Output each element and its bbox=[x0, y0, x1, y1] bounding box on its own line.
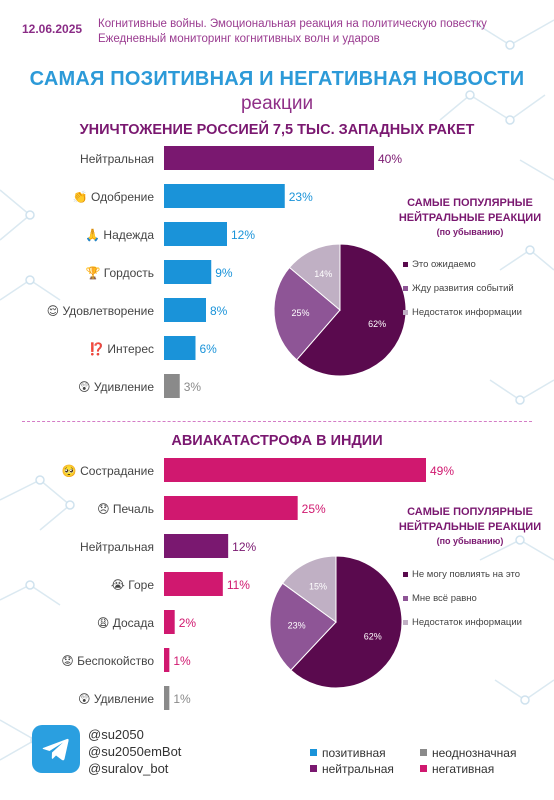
bar-category-label: 🙏 Надежда bbox=[85, 228, 154, 242]
pie-legend-item: Жду развития событий bbox=[403, 282, 548, 296]
legend-swatch bbox=[403, 619, 408, 625]
pie-legend-item: Недостаток информации bbox=[403, 616, 548, 630]
pie-slice-label: 15% bbox=[309, 582, 327, 592]
bar bbox=[164, 298, 206, 322]
bar-value-label: 12% bbox=[231, 228, 255, 242]
bar-value-label: 3% bbox=[184, 380, 202, 394]
section2-title: АВИАКАТАСТРОФА В ИНДИИ bbox=[171, 433, 383, 449]
section2-pie-title: САМЫЕ ПОПУЛЯРНЫЕ НЕЙТРАЛЬНЫЕ РЕАКЦИИ bbox=[398, 506, 542, 533]
bar bbox=[164, 146, 374, 170]
pie-legend-item: Мне всё равно bbox=[403, 592, 548, 606]
section1-pie-legend: Это ожидаемо Жду развития событий Недостат… bbox=[403, 258, 548, 320]
pie-slice-label: 25% bbox=[292, 308, 310, 318]
pie-slice-label: 62% bbox=[368, 319, 386, 329]
bar-value-label: 40% bbox=[378, 152, 402, 166]
bar-category-label: 😟 Беспокойство bbox=[61, 654, 154, 668]
pie-slice-label: 62% bbox=[364, 632, 382, 642]
telegram-handle[interactable]: @suralov_bot bbox=[88, 761, 169, 776]
bar-value-label: 11% bbox=[227, 578, 250, 592]
pie-slice bbox=[269, 582, 337, 671]
pie-legend-label: Жду развития событий bbox=[412, 283, 514, 294]
pie-legend-label: Недостаток информации bbox=[412, 307, 522, 318]
section2-bar-chart: 🥺 Сострадание 49% 😞 Печаль 25% Нейтральная 12… bbox=[61, 458, 454, 710]
bar bbox=[164, 686, 170, 710]
bar-category-label: Нейтральная bbox=[80, 152, 154, 166]
bar-value-label: 49% bbox=[430, 464, 454, 478]
pie-slice-label: 23% bbox=[288, 621, 306, 631]
page-title: САМАЯ ПОЗИТИВНАЯ И НЕГАТИВНАЯ НОВОСТИ bbox=[29, 68, 525, 90]
pie-slice-label: 14% bbox=[314, 269, 332, 279]
pie-slice bbox=[288, 243, 341, 312]
bar bbox=[164, 222, 227, 246]
bar-value-label: 12% bbox=[232, 540, 256, 554]
bar-category-label: 😲 Удивление bbox=[78, 692, 154, 706]
bar-category-label: 😲 Удивление bbox=[78, 380, 154, 394]
bar bbox=[164, 534, 229, 558]
pie-legend-label: Это ожидаемо bbox=[412, 259, 476, 270]
section1-pie-chart: 62% 25% 14% bbox=[273, 243, 407, 377]
bar-category-label: 😭 Горе bbox=[111, 578, 154, 592]
pie-legend-item: Это ожидаемо bbox=[403, 258, 548, 272]
report-date: 12.06.2025 bbox=[22, 22, 83, 36]
pie-slice bbox=[273, 266, 341, 361]
pie-legend-label: Не могу повлиять на это bbox=[412, 569, 520, 580]
pie-slice bbox=[296, 243, 407, 377]
bar-category-label: 👏 Одобрение bbox=[73, 190, 155, 204]
pie-legend-label: Недостаток информации bbox=[412, 617, 522, 628]
section-divider bbox=[22, 421, 532, 422]
pie-slice bbox=[290, 555, 403, 689]
bar-value-label: 23% bbox=[289, 190, 313, 204]
section2-pie-legend: Не могу повлиять на это Мне всё равно Недо… bbox=[403, 568, 548, 630]
section1-bar-chart: Нейтральная 40% 👏 Одобрение 23% 🙏 Надежда 12%… bbox=[47, 146, 402, 398]
bar-category-label: 🏆 Гордость bbox=[86, 266, 154, 280]
legend-positive: позитивная bbox=[310, 746, 386, 760]
bar-value-label: 9% bbox=[215, 266, 233, 280]
page-subtitle: реакции bbox=[240, 93, 314, 114]
legend-neutral: нейтральная bbox=[310, 762, 394, 776]
bar-category-label: 😩 Досада bbox=[97, 616, 154, 630]
bar bbox=[164, 184, 285, 208]
bar-category-label: 🥺 Сострадание bbox=[62, 464, 154, 478]
legend-swatch bbox=[403, 309, 408, 315]
legend-ambiguous: неоднозначная bbox=[420, 746, 516, 760]
bar-value-label: 6% bbox=[200, 342, 218, 356]
header-subtitle: Ежедневный мониторинг когнитивных волн и… bbox=[98, 33, 380, 45]
legend-swatch bbox=[403, 571, 408, 577]
pie-legend-label: Мне всё равно bbox=[412, 593, 477, 604]
bar bbox=[164, 648, 170, 672]
bar bbox=[164, 496, 298, 520]
bar bbox=[164, 458, 426, 482]
bar bbox=[164, 572, 223, 596]
legend-swatch bbox=[403, 261, 408, 267]
pie-slice bbox=[281, 555, 337, 623]
pie-legend-item: Недостаток информации bbox=[403, 306, 548, 320]
pie-legend-item: Не могу повлиять на это bbox=[403, 568, 548, 582]
section2-pie-subtitle: (по убыванию) bbox=[436, 536, 504, 546]
bar bbox=[164, 260, 212, 284]
bar-category-label: 😌 Удовлетворение bbox=[47, 304, 155, 318]
legend-swatch bbox=[403, 595, 408, 601]
section2-pie-chart: 62% 23% 15% bbox=[269, 555, 403, 689]
bar-category-label: 😞 Печаль bbox=[97, 502, 154, 516]
bar-value-label: 2% bbox=[179, 616, 197, 630]
bar bbox=[164, 336, 196, 360]
telegram-handle[interactable]: @su2050 bbox=[88, 727, 144, 742]
legend-negative: негативная bbox=[420, 762, 494, 776]
section1-pie-subtitle: (по убыванию) bbox=[436, 227, 504, 237]
bar-value-label: 1% bbox=[173, 654, 191, 668]
bar bbox=[164, 374, 180, 398]
bar-category-label: Нейтральная bbox=[80, 540, 154, 554]
section1-title: УНИЧТОЖЕНИЕ РОССИЕЙ 7,5 ТЫС. ЗАПАДНЫХ РА… bbox=[79, 122, 475, 138]
bar-value-label: 25% bbox=[302, 502, 326, 516]
bar-category-label: ⁉️ Интерес bbox=[89, 342, 154, 356]
header-title: Когнитивные войны. Эмоциональная реакция… bbox=[98, 18, 487, 30]
legend-swatch bbox=[403, 285, 408, 291]
bar-value-label: 1% bbox=[173, 692, 191, 706]
bar bbox=[164, 610, 175, 634]
telegram-icon[interactable] bbox=[32, 725, 80, 773]
section1-pie-title: САМЫЕ ПОПУЛЯРНЫЕ НЕЙТРАЛЬНЫЕ РЕАКЦИИ bbox=[398, 197, 542, 224]
telegram-handle[interactable]: @su2050emBot bbox=[88, 744, 182, 759]
bar-value-label: 8% bbox=[210, 304, 228, 318]
